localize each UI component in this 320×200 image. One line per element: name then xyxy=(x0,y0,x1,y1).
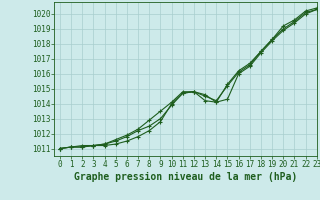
X-axis label: Graphe pression niveau de la mer (hPa): Graphe pression niveau de la mer (hPa) xyxy=(74,172,297,182)
